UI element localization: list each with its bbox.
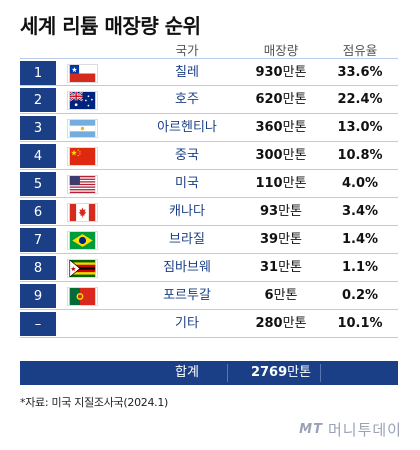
table-row: 6 캐나다 93만톤 3.4%	[20, 198, 398, 226]
reserve-unit: 만톤	[282, 316, 307, 331]
reserve-number: 300	[255, 148, 283, 163]
rank-badge: 3	[20, 116, 56, 140]
header-share: 점유율	[342, 43, 378, 58]
table-row: 3 아르헨티나 360만톤 13.0%	[20, 114, 398, 142]
argentina-flag	[67, 119, 98, 138]
share-percent: 3.4%	[341, 204, 379, 219]
country-name: 브라질	[169, 232, 205, 247]
table-row: 4 중국 300만톤 10.8%	[20, 142, 398, 170]
rank-badge: 7	[20, 228, 56, 252]
rank-badge: –	[20, 312, 56, 336]
country-name: 짐바브웨	[163, 260, 211, 275]
country-name: 포르투갈	[163, 288, 211, 303]
reserve-unit: 만톤	[278, 204, 302, 219]
portugal-flag	[67, 287, 98, 306]
australia-flag	[67, 91, 98, 110]
table-row: 1 칠레 930만톤 33.6%	[20, 58, 398, 86]
reserve-amount: 360만톤	[242, 114, 320, 141]
reserve-unit: 만톤	[282, 65, 307, 80]
chile-flag	[67, 64, 98, 83]
country-name: 칠레	[175, 65, 199, 80]
reserve-unit: 만톤	[273, 288, 298, 303]
reserve-number: 280	[255, 316, 283, 331]
reserve-amount: 31만톤	[242, 254, 320, 281]
reserve-number: 620	[255, 92, 283, 107]
table-row: 5 미국 110만톤 4.0%	[20, 170, 398, 198]
brazil-flag	[67, 231, 98, 250]
table-row: – 기타 280만톤 10.1%	[20, 310, 398, 338]
usa-flag	[67, 175, 98, 194]
rank-badge: 9	[20, 284, 56, 308]
total-value-number: 2769	[250, 365, 288, 380]
total-divider	[227, 364, 228, 382]
reserve-number: 31	[259, 260, 279, 275]
total-value-unit: 만톤	[287, 365, 312, 380]
reserve-unit: 만톤	[278, 260, 302, 275]
source-note: *자료: 미국 지질조사국(2024.1)	[20, 396, 169, 409]
reserve-amount: 110만톤	[242, 170, 320, 197]
rank-badge: 1	[20, 61, 56, 85]
table-row: 8 짐바브웨 31만톤 1.1%	[20, 254, 398, 282]
country-name: 미국	[175, 176, 199, 191]
reserve-unit: 만톤	[278, 232, 302, 247]
header-reserve: 매장량	[263, 43, 299, 58]
reserve-amount: 93만톤	[242, 198, 320, 225]
reserve-amount: 39만톤	[242, 226, 320, 253]
canada-flag	[67, 203, 98, 222]
share-percent: 10.1%	[337, 316, 383, 331]
total-row: 합계 2769만톤	[20, 361, 398, 385]
total-divider	[320, 364, 321, 382]
reserve-number: 93	[259, 204, 279, 219]
zimbabwe-flag	[67, 259, 98, 278]
country-name: 중국	[175, 148, 199, 163]
reserve-amount: 930만톤	[242, 59, 320, 86]
reserve-unit: 만톤	[282, 92, 307, 107]
rank-badge: 2	[20, 88, 56, 112]
table-row: 2 호주 620만톤 22.4%	[20, 86, 398, 114]
rank-badge: 6	[20, 200, 56, 224]
share-percent: 22.4%	[337, 92, 383, 107]
table-row: 7 브라질 39만톤 1.4%	[20, 226, 398, 254]
reserve-unit: 만톤	[282, 148, 307, 163]
reserve-unit: 만톤	[282, 120, 307, 135]
rank-badge: 4	[20, 144, 56, 168]
page-title: 세계 리튬 매장량 순위	[20, 14, 201, 38]
table-header: 국가 매장량 점유율	[20, 38, 398, 58]
publisher-logo: MT 머니투데이	[299, 419, 402, 440]
header-country: 국가	[175, 43, 199, 58]
share-percent: 13.0%	[337, 120, 383, 135]
reserve-amount: 300만톤	[242, 142, 320, 169]
country-name: 아르헨티나	[157, 120, 217, 135]
china-flag	[67, 147, 98, 166]
reserve-table: 1 칠레 930만톤 33.6% 2 호주 620만톤 22.4% 3 아르헨티나 360만톤 13.…	[20, 58, 398, 338]
table-row: 9 포르투갈 6만톤 0.2%	[20, 282, 398, 310]
total-value: 2769만톤	[242, 361, 320, 385]
reserve-number: 110	[255, 176, 283, 191]
logo-mt: MT	[299, 422, 323, 437]
reserve-amount: 620만톤	[242, 86, 320, 113]
country-name: 호주	[175, 92, 199, 107]
reserve-number: 6	[264, 288, 274, 303]
reserve-number: 39	[259, 232, 279, 247]
country-name: 기타	[175, 316, 199, 331]
total-label: 합계	[175, 365, 199, 380]
country-name: 캐나다	[169, 204, 205, 219]
logo-name: 머니투데이	[327, 421, 402, 439]
share-percent: 1.1%	[341, 260, 379, 275]
share-percent: 10.8%	[337, 148, 383, 163]
reserve-amount: 6만톤	[242, 282, 320, 309]
reserve-unit: 만톤	[282, 176, 307, 191]
share-percent: 0.2%	[341, 288, 379, 303]
reserve-number: 360	[255, 120, 283, 135]
reserve-amount: 280만톤	[242, 310, 320, 337]
share-percent: 4.0%	[341, 176, 379, 191]
share-percent: 33.6%	[337, 65, 383, 80]
rank-badge: 5	[20, 172, 56, 196]
reserve-number: 930	[255, 65, 283, 80]
share-percent: 1.4%	[341, 232, 379, 247]
rank-badge: 8	[20, 256, 56, 280]
